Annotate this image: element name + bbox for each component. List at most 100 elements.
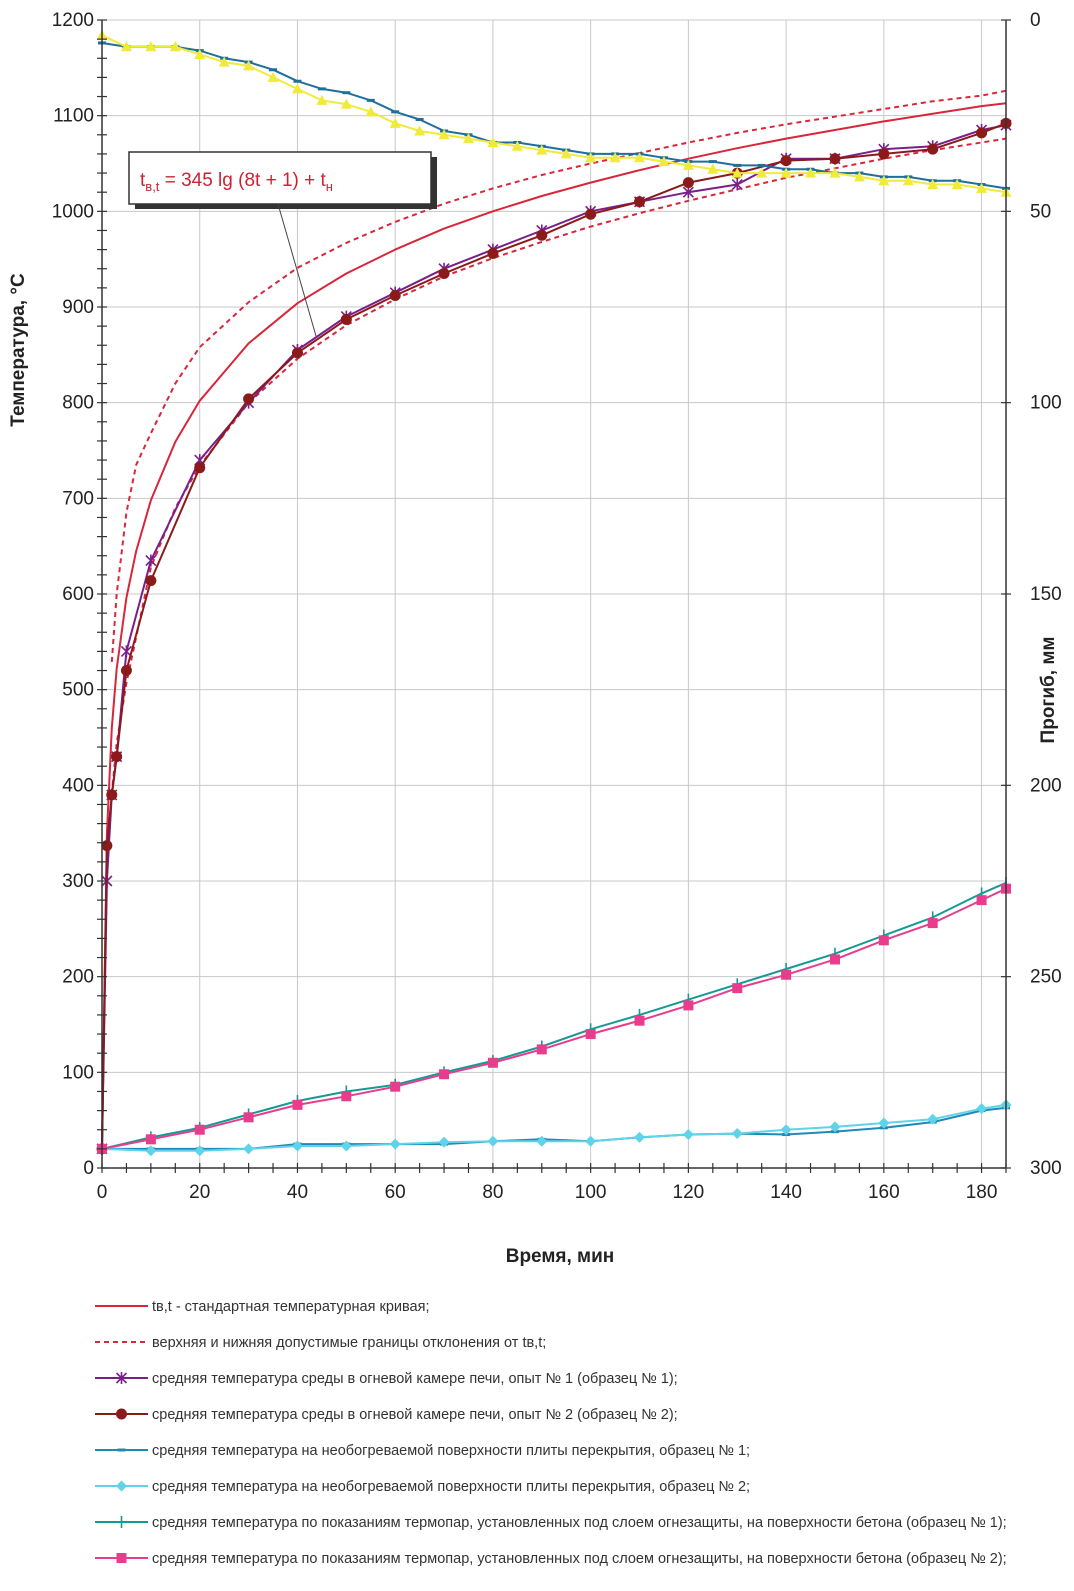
series-marker [169,41,181,52]
y-tick-label: 1100 [53,106,94,127]
series-marker [120,665,132,677]
series-marker [780,155,792,167]
y-tick-label: 100 [62,1062,94,1083]
series-marker [145,575,157,587]
legend-label-line: средняя температура по показаниям термоп… [152,1551,1007,1567]
y2-tick-label: 300 [1030,1158,1062,1179]
series-marker [439,1069,450,1080]
series-line [101,881,1007,1150]
y2-tick-label: 250 [1030,967,1062,988]
series-marker [115,1372,128,1384]
chart-tick-labels: 0100200300400500600700800900100011001200… [52,10,1062,1203]
chart-series-layer [96,29,1012,1157]
series-marker [585,1029,596,1040]
series-marker [291,347,303,359]
legend-label-line: средняя температура среды в огневой каме… [152,1371,678,1387]
series-marker [560,148,572,159]
series-marker [878,1117,890,1129]
series-marker [805,167,817,178]
series-marker [829,1121,841,1133]
series-marker [243,393,255,405]
legend-item: средняя температура по показаниям термоп… [95,1551,1007,1567]
series-marker [267,71,279,82]
series-marker [731,1128,743,1140]
x-tick-label: 0 [97,1182,108,1203]
legend-label: средняя температура по показаниям термоп… [152,1515,1007,1531]
series-marker [951,179,963,190]
y-tick-label: 900 [62,297,94,318]
series-1 [101,102,1007,1149]
legend-label-line: верхняя и нижняя допустимые границы откл… [152,1335,546,1351]
formula-annotation: tв,t = 345 lg (8t + 1) + tн [128,151,437,337]
series-line [101,102,1007,1149]
chart-axes [97,19,1011,1173]
y-tick-label: 400 [62,775,94,796]
series-marker [756,167,768,178]
legend-label: средняя температура по показаниям термоп… [152,1551,1007,1567]
series-marker [658,156,670,167]
formula-eq: = 345 lg (8t + 1) + t [159,170,326,191]
series-line [101,42,1007,190]
legend-label: средняя температура среды в огневой каме… [152,1371,678,1387]
legend-label-line: tв,t - стандартная температурная кривая; [152,1299,429,1315]
series-marker [585,1135,597,1147]
chart-legend: tв,t - стандартная температурная кривая;… [95,1299,1007,1567]
series-marker [365,106,377,117]
series-marker [145,1145,157,1157]
series-marker [316,94,328,105]
x-tick-label: 40 [287,1182,308,1203]
series-marker [145,41,157,52]
series-marker [927,1113,939,1125]
series-marker [536,144,548,155]
series-marker [731,178,743,191]
legend-label-line: средняя температура на необогреваемой по… [152,1443,750,1459]
series-marker [243,60,255,71]
series-marker [389,1138,401,1150]
series-marker [116,1408,127,1420]
series-7 [96,1099,1012,1157]
series-marker [116,1553,127,1563]
legend-item: tв,t - стандартная температурная кривая; [95,1299,429,1315]
legend-label: tв,t - стандартная температурная кривая; [152,1299,429,1315]
series-marker [976,1103,988,1115]
series-marker [120,41,132,52]
series-marker [218,56,230,67]
series-marker [878,175,890,186]
y-tick-label: 1200 [52,10,94,31]
legend-item: верхняя и нижняя допустимые границы откл… [95,1335,546,1351]
x-tick-label: 180 [966,1182,998,1203]
series-marker [194,1124,205,1135]
series-marker [101,840,113,852]
series-marker [536,1044,547,1055]
series-marker [116,1480,127,1492]
x-tick-label: 140 [770,1182,802,1203]
legend-item: средняя температура на необогреваемой по… [95,1479,750,1495]
series-marker [438,268,450,280]
series-marker [487,1135,499,1147]
series-line [101,34,1007,194]
legend-label: средняя температура на необогреваемой по… [152,1479,750,1495]
series-marker [585,208,597,220]
series-marker [780,1124,792,1136]
series-marker [438,1136,450,1148]
formula-main: t [140,170,146,191]
legend-label: верхняя и нижняя допустимые границы откл… [152,1335,546,1351]
series-marker [976,127,988,139]
series-marker [106,789,118,801]
formula-leader-line [277,203,317,337]
series-marker [194,462,206,474]
series-11 [96,29,1012,197]
legend-item: средняя температура среды в огневой каме… [95,1371,678,1387]
legend-item: средняя температура по показаниям термоп… [95,1515,1007,1531]
legend-label-line: средняя температура среды в огневой каме… [152,1407,678,1423]
x-tick-label: 160 [868,1182,900,1203]
series-marker [927,918,938,929]
series-marker [829,153,841,165]
series-marker [682,177,694,189]
formula-sub: в,t [145,179,160,194]
series-marker [292,1099,303,1110]
y-tick-label: 700 [62,488,94,509]
series-marker [781,969,792,980]
series-marker [145,1134,156,1145]
series-marker [609,152,621,163]
